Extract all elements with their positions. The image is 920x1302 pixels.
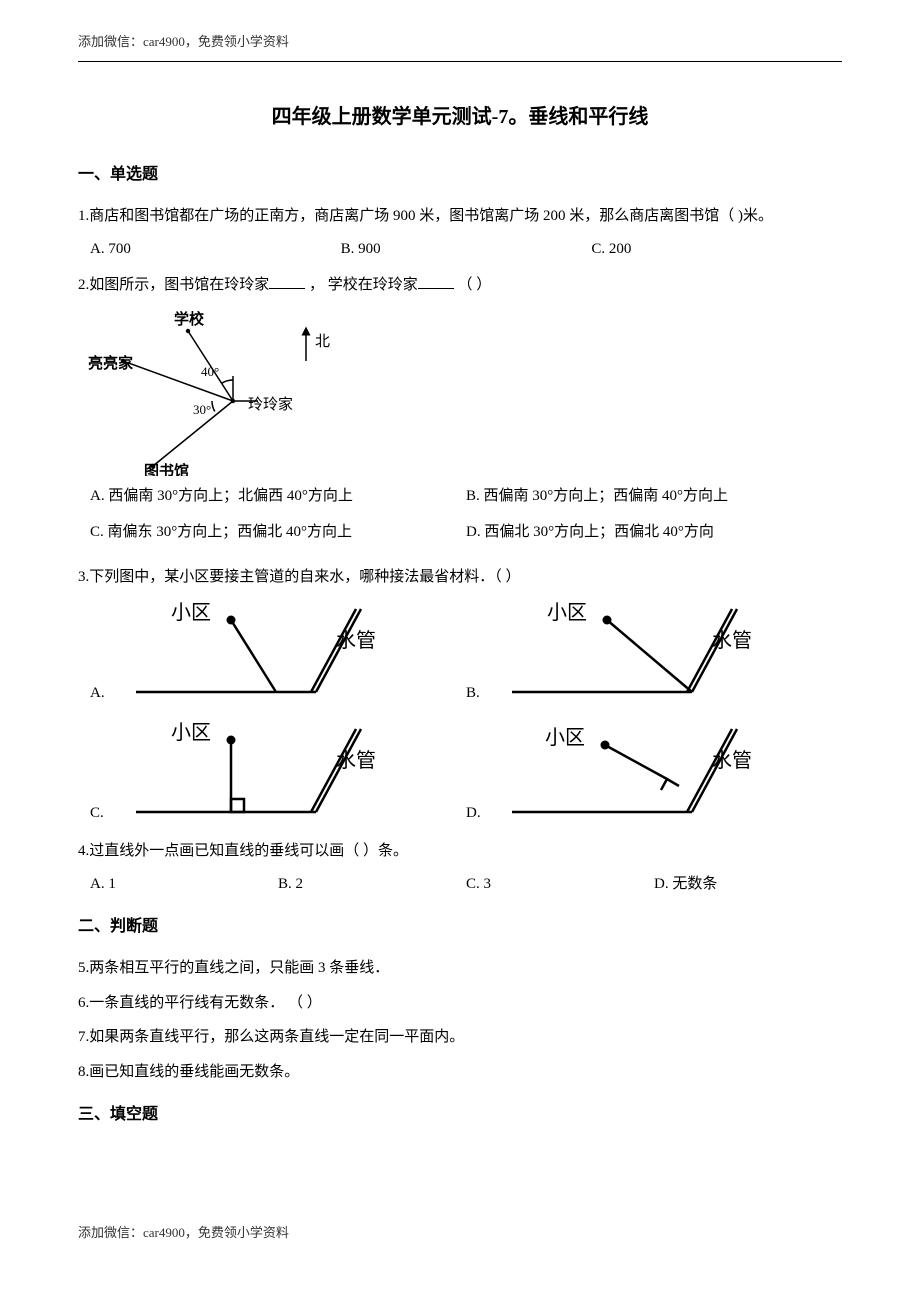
section-1-heading: 一、单选题 [78,160,842,190]
q2-opt-c: C. 南偏东 30°方向上；西偏北 40°方向上 [90,518,466,547]
q4-opt-c: C. 3 [466,870,654,899]
svg-text:水管: 水管 [336,629,376,652]
q4-opt-b: B. 2 [278,870,466,899]
q2-label-ling: 玲玲家 [248,396,293,413]
q3-fig-b: 小区 水管 [492,597,752,707]
q2-opt-a: A. 西偏南 30°方向上；北偏西 40°方向上 [90,482,466,511]
header-rule [78,61,842,62]
page-header: 添加微信：car4900，免费领小学资料 [78,30,842,55]
q2-label-school: 学校 [174,310,205,328]
q3-fig-c: 小区 水管 [116,717,376,827]
q2-label-40: 40° [201,364,219,379]
q1-text: 1.商店和图书馆都在广场的正南方，商店离广场 900 米，图书馆离广场 200 … [78,202,842,231]
q3-fig-d: 小区 水管 [492,717,752,827]
q2-label-liang: 亮亮家 [88,354,133,372]
q3-row2: C. 小区 水管 D. 小区 水管 [78,717,842,827]
q3-fig-a: 小区 水管 [116,597,376,707]
q1-options: A. 700 B. 900 C. 200 [78,235,842,264]
q2-prefix: 2.如图所示，图书馆在玲玲家 [78,277,269,293]
svg-text:水管: 水管 [336,749,376,772]
q2-label-lib: 图书馆 [144,462,189,476]
q2-label-north: 北 [315,333,330,350]
q4-options: A. 1 B. 2 C. 3 D. 无数条 [78,870,842,899]
q6-text: 6.一条直线的平行线有无数条． （ ） [78,989,842,1018]
q2-text: 2.如图所示，图书馆在玲玲家 ， 学校在玲玲家 （ ） [78,271,842,300]
q3-row1: A. 小区 水管 B. 小区 水管 [78,597,842,707]
q4-opt-d: D. 无数条 [654,870,842,899]
q7-text: 7.如果两条直线平行，那么这两条直线一定在同一平面内。 [78,1023,842,1052]
doc-title: 四年级上册数学单元测试-7。垂线和平行线 [78,98,842,136]
q1-opt-b: B. 900 [341,235,592,264]
q8-text: 8.画已知直线的垂线能画无数条。 [78,1058,842,1087]
q2-label-30: 30° [193,402,211,417]
q5-text: 5.两条相互平行的直线之间，只能画 3 条垂线． [78,954,842,983]
svg-text:水管: 水管 [712,749,752,772]
svg-text:小区: 小区 [171,601,211,624]
q2-opt-b: B. 西偏南 30°方向上；西偏南 40°方向上 [466,482,842,511]
section-2-heading: 二、判断题 [78,912,842,942]
q3-text: 3.下列图中，某小区要接主管道的自来水，哪种接法最省材料．（ ） [78,563,842,592]
q4-text: 4.过直线外一点画已知直线的垂线可以画（ ）条。 [78,837,842,866]
page-footer: 添加微信：car4900，免费领小学资料 [78,1221,842,1246]
svg-text:水管: 水管 [712,629,752,652]
section-3-heading: 三、填空题 [78,1100,842,1130]
q2-figure: 学校 亮亮家 玲玲家 图书馆 北 40° 30° [88,306,842,476]
svg-text:小区: 小区 [547,601,587,624]
q3-label-c: C. [90,799,116,828]
svg-text:小区: 小区 [545,726,585,749]
q2-blank1 [269,274,305,289]
q2-blank2 [418,274,454,289]
q2-suffix: （ ） [454,277,492,293]
q2-opt-d: D. 西偏北 30°方向上；西偏北 40°方向 [466,518,842,547]
q1-opt-c: C. 200 [591,235,842,264]
q3-label-d: D. [466,799,492,828]
q2-mid: ， 学校在玲玲家 [305,277,418,293]
q1-opt-a: A. 700 [90,235,341,264]
q3-label-b: B. [466,679,492,708]
q2-options: A. 西偏南 30°方向上；北偏西 40°方向上 B. 西偏南 30°方向上；西… [78,482,842,555]
q3-label-a: A. [90,679,116,708]
q4-opt-a: A. 1 [90,870,278,899]
svg-text:小区: 小区 [171,721,211,744]
